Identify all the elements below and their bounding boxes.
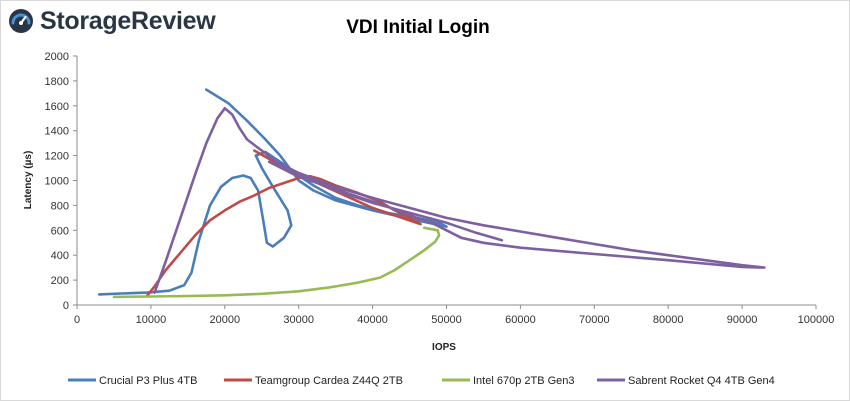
y-tick-label: 2000 — [45, 51, 69, 63]
legend-label: Intel 670p 2TB Gen3 — [473, 375, 575, 387]
x-tick-label: 100000 — [798, 314, 835, 326]
y-tick-label: 600 — [51, 225, 69, 237]
series-line-1 — [97, 88, 448, 296]
legend-label: Crucial P3 Plus 4TB — [99, 375, 197, 387]
y-axis-title: Latency (µs) — [23, 151, 34, 210]
y-tick-label: 0 — [63, 300, 69, 312]
x-tick-label: 60000 — [505, 314, 536, 326]
chart-legend: Crucial P3 Plus 4TB Teamgroup Cardea Z44Q… — [68, 375, 775, 387]
x-tick-label: 50000 — [431, 314, 462, 326]
legend-label: Sabrent Rocket Q4 4TB Gen4 — [628, 375, 775, 387]
y-tick-label: 1800 — [45, 76, 69, 88]
y-tick-label: 200 — [51, 275, 69, 287]
x-axis-ticks: 0 10000 20000 30000 40000 50000 60000 70000 8000… — [74, 305, 834, 326]
x-tick-label: 40000 — [357, 314, 388, 326]
x-tick-label: 90000 — [727, 314, 758, 326]
y-tick-label: 1000 — [45, 176, 69, 188]
x-tick-label: 30000 — [283, 314, 314, 326]
chart-title: VDI Initial Login — [346, 17, 490, 38]
y-tick-label: 800 — [51, 200, 69, 212]
chart-axes — [76, 56, 816, 306]
series-line-4 — [153, 107, 766, 294]
y-tick-label: 1600 — [45, 101, 69, 113]
chart-series — [97, 88, 766, 299]
x-tick-label: 0 — [74, 314, 80, 326]
storagereview-gauge-logo-icon — [9, 9, 33, 33]
x-tick-label: 10000 — [136, 314, 167, 326]
brand-logo: StorageReview — [8, 4, 216, 38]
y-axis-ticks: 0 200 400 600 800 1000 1200 1400 1600 1800 2000 — [45, 51, 77, 312]
y-tick-label: 400 — [51, 250, 69, 262]
series-line-2 — [145, 149, 422, 297]
x-tick-label: 20000 — [210, 314, 241, 326]
x-tick-label: 80000 — [653, 314, 684, 326]
series-line-3 — [112, 226, 441, 299]
legend-label: Teamgroup Cardea Z44Q 2TB — [255, 375, 403, 387]
x-axis-title: IOPS — [432, 342, 456, 353]
y-tick-label: 1200 — [45, 151, 69, 163]
y-tick-label: 1400 — [45, 126, 69, 138]
brand-name: StorageReview — [40, 6, 216, 35]
x-tick-label: 70000 — [579, 314, 610, 326]
